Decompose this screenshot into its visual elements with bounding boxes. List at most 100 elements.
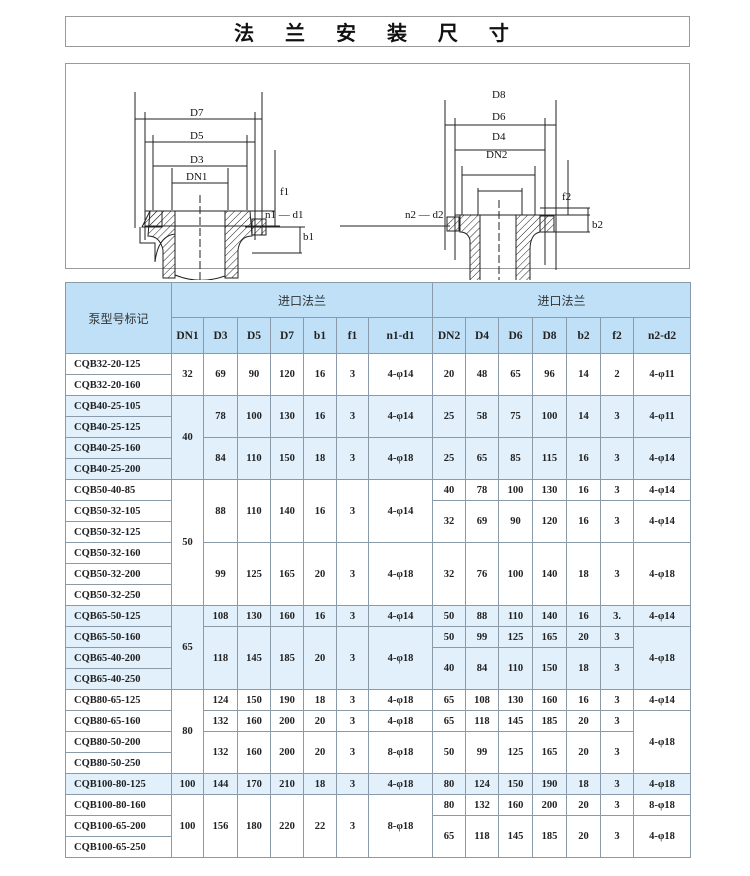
column-header: D8	[532, 317, 568, 354]
value-cell: 65	[432, 710, 467, 732]
model-cell: CQB80-65-125	[65, 689, 172, 711]
model-cell: CQB40-25-125	[65, 416, 172, 438]
value-cell: 115	[532, 437, 568, 480]
value-cell: 4-φ18	[367, 773, 434, 795]
value-cell: 18	[303, 773, 337, 795]
value-cell: 8-φ18	[367, 731, 434, 774]
value-cell: 130	[532, 479, 568, 501]
value-cell: 100	[498, 542, 534, 606]
column-header: b1	[303, 317, 337, 354]
value-cell: 85	[498, 437, 534, 480]
value-cell: 3	[336, 605, 369, 627]
value-cell: 3	[336, 689, 369, 711]
value-cell: 3	[336, 794, 369, 858]
label-n1-d1: n1 — d1	[265, 209, 304, 221]
value-cell: 32	[171, 353, 204, 396]
value-cell: 84	[465, 647, 500, 690]
value-cell: 140	[532, 605, 568, 627]
value-cell: 4-φ14	[367, 479, 434, 543]
label-dn2: DN2	[486, 149, 507, 161]
value-cell: 118	[465, 710, 500, 732]
table-row: CQB50-32-160 99 125 165 20 3 4-φ18 32 76 100 140 18…	[65, 542, 692, 606]
value-cell: 200	[270, 710, 304, 732]
value-cell: 4-φ14	[633, 437, 692, 480]
column-header: b2	[566, 317, 602, 354]
label-d3: D3	[190, 154, 204, 166]
value-cell: 80	[432, 773, 467, 795]
model-cell: CQB65-50-125	[65, 605, 172, 627]
value-cell: 90	[237, 353, 271, 396]
value-cell: 3	[336, 353, 369, 396]
value-cell: 25	[432, 437, 467, 480]
value-cell: 185	[270, 626, 304, 690]
value-cell: 3	[600, 710, 635, 732]
value-cell: 4-φ14	[633, 479, 692, 501]
value-cell: 3	[336, 542, 369, 606]
table-row: CQB40-25-200	[65, 458, 691, 480]
value-cell: 150	[237, 689, 271, 711]
column-header: n1-d1	[367, 317, 434, 354]
value-cell: 200	[532, 794, 568, 816]
value-cell: 8-φ18	[367, 794, 434, 858]
value-cell: 16	[303, 395, 337, 438]
value-cell: 190	[532, 773, 568, 795]
value-cell: 160	[498, 794, 534, 816]
model-cell: CQB80-65-160	[65, 710, 172, 732]
value-cell: 75	[498, 395, 534, 438]
value-cell: 20	[566, 815, 602, 858]
table-row: CQB65-40-200 40 84 110 150 18 3	[65, 647, 691, 690]
model-cell: CQB32-20-125	[65, 353, 172, 375]
value-cell: 16	[566, 479, 602, 501]
value-cell: 3	[600, 626, 635, 648]
value-cell: 65	[498, 353, 534, 396]
value-cell: 144	[203, 773, 238, 795]
value-cell: 32	[432, 500, 467, 543]
model-cell: CQB100-80-160	[65, 794, 172, 816]
model-cell: CQB65-40-250	[65, 668, 172, 690]
value-cell: 90	[498, 500, 534, 543]
outlet-flange-drawing	[340, 100, 590, 280]
value-cell: 132	[465, 794, 500, 816]
table-row: CQB65-40-250	[65, 668, 691, 690]
label-f2: f2	[562, 191, 571, 203]
value-cell: 120	[532, 500, 568, 543]
value-cell: 40	[432, 479, 467, 501]
value-cell: 88	[203, 479, 238, 543]
column-header: D7	[270, 317, 304, 354]
label-d6: D6	[492, 111, 506, 123]
value-cell: 124	[203, 689, 238, 711]
value-cell: 145	[498, 710, 534, 732]
value-cell: 16	[303, 353, 337, 396]
value-cell: 16	[566, 605, 602, 627]
table-row: CQB100-65-250	[65, 836, 691, 858]
value-cell: 48	[465, 353, 500, 396]
value-cell: 120	[270, 353, 304, 396]
value-cell: 3.	[600, 605, 635, 627]
value-cell: 4-φ11	[633, 395, 692, 438]
value-cell: 20	[432, 353, 467, 396]
model-cell: CQB50-32-125	[65, 521, 172, 543]
value-cell: 20	[303, 731, 337, 774]
value-cell: 3	[600, 731, 635, 774]
value-cell: 160	[532, 689, 568, 711]
value-cell: 100	[171, 773, 204, 795]
inlet-flange-drawing	[134, 92, 305, 280]
value-cell: 65	[432, 689, 467, 711]
value-cell: 130	[498, 689, 534, 711]
column-header: D4	[465, 317, 500, 354]
value-cell: 3	[600, 395, 635, 438]
flange-dimension-table: 泵型号标记 进口法兰 进口法兰 DN1 D3 D5 D7 b1 f1 n1-d1 DN2 D4 D…	[65, 282, 692, 858]
value-cell: 99	[465, 626, 500, 648]
value-cell: 65	[465, 437, 500, 480]
value-cell: 156	[203, 794, 238, 858]
value-cell: 4-φ18	[367, 710, 434, 732]
value-cell: 4-φ14	[367, 395, 434, 438]
label-d5: D5	[190, 130, 204, 142]
value-cell: 124	[465, 773, 500, 795]
value-cell: 110	[498, 647, 534, 690]
header-inlet-flange: 进口法兰	[170, 282, 434, 318]
value-cell: 32	[432, 542, 467, 606]
header-model: 泵型号标记	[65, 282, 172, 354]
model-cell: CQB32-20-160	[65, 374, 172, 396]
value-cell: 16	[303, 479, 337, 543]
